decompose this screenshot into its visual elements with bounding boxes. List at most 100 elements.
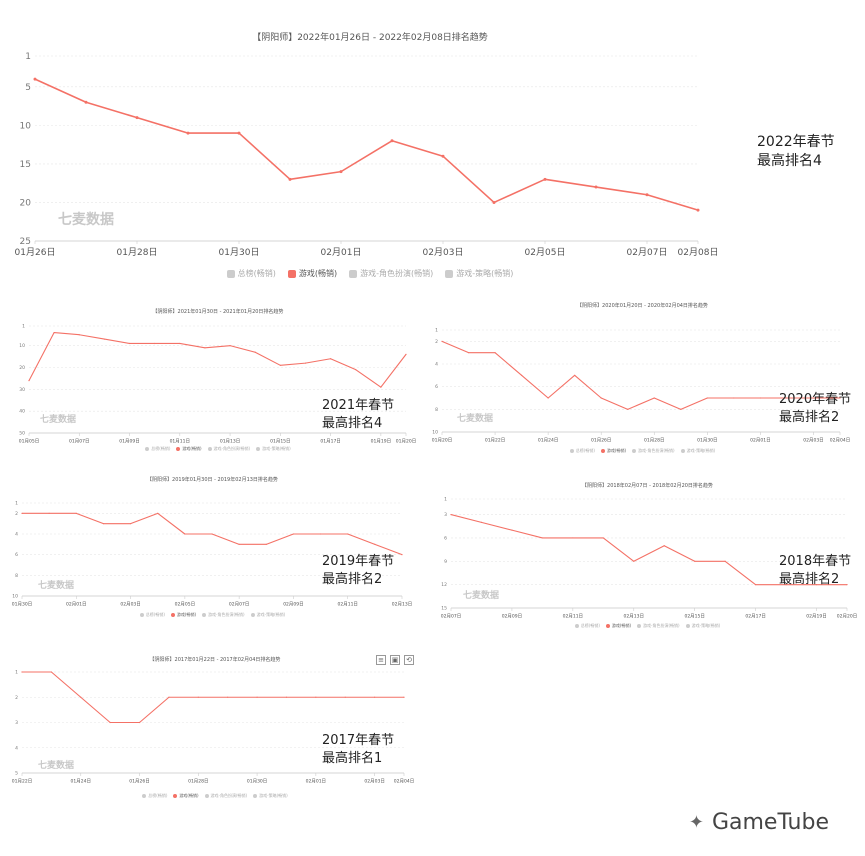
legend-item[interactable]: 游戏-角色扮演(畅销) <box>637 623 680 629</box>
data-point <box>627 408 629 410</box>
data-point <box>441 154 445 158</box>
x-tick-label: 01月09日 <box>119 439 139 445</box>
save-image-icon[interactable]: ▣ <box>390 655 400 665</box>
series-line <box>34 78 699 211</box>
data-point <box>574 374 576 376</box>
x-tick-label: 02月01日 <box>66 602 86 608</box>
data-point <box>755 584 757 586</box>
legend-label: 游戏(畅销) <box>606 448 627 453</box>
legend-label: 总榜(畅销) <box>145 612 165 617</box>
y-tick-label: 2 <box>15 695 18 701</box>
annotation-line: 2017年春节 <box>322 733 395 748</box>
annotation-line: 最高排名2 <box>322 571 383 587</box>
data-point <box>467 352 470 354</box>
legend-label: 游戏-策略(畅销) <box>686 448 716 453</box>
legend-item[interactable]: 游戏-角色扮演(畅销) <box>204 793 247 799</box>
data-point <box>53 331 55 334</box>
data-point <box>645 193 649 197</box>
legend-item[interactable]: 游戏(畅销) <box>600 448 627 454</box>
y-tick-label: 1 <box>15 670 18 676</box>
legend-swatch <box>349 269 358 278</box>
chart-title: 【阴阳师】2018年02月07日 - 2018年02月20日排名趋势 <box>582 483 713 489</box>
data-point <box>785 584 787 586</box>
x-tick-label: 02月04日 <box>394 779 414 785</box>
y-tick-label: 6 <box>435 384 438 390</box>
x-tick-label: 02月01日 <box>306 779 326 785</box>
data-point <box>229 345 231 347</box>
legend-label: 游戏-角色扮演(畅销) <box>360 269 434 278</box>
x-tick-label: 01月15日 <box>270 439 290 445</box>
annotation-2019: 2019年春节 最高排名2 <box>322 553 394 588</box>
x-tick-label: 02月07日 <box>229 602 249 608</box>
x-tick-label: 01月11日 <box>170 439 190 445</box>
restore-icon[interactable]: ⟲ <box>404 655 414 665</box>
legend-item[interactable]: 游戏-角色扮演(畅销) <box>202 612 245 618</box>
annotation-line: 最高排名2 <box>779 409 840 425</box>
x-tick-label: 01月28日 <box>117 247 158 258</box>
legend-item[interactable]: 游戏-策略(畅销) <box>445 268 513 279</box>
legend-label: 游戏-角色扮演(畅销) <box>643 623 680 628</box>
legend-label: 游戏-策略(畅销) <box>691 623 721 628</box>
legend-item[interactable]: 游戏-策略(畅销) <box>253 793 288 799</box>
legend-item[interactable]: 游戏(畅销) <box>170 612 196 618</box>
legend-item[interactable]: 总榜(畅销) <box>142 793 167 799</box>
legend-swatch <box>256 447 261 451</box>
data-point <box>204 347 206 349</box>
legend-item[interactable]: 游戏-策略(畅销) <box>680 448 716 454</box>
data-point <box>75 512 77 514</box>
data-point <box>78 334 80 336</box>
annotation-2017: 2017年春节 最高排名1 <box>322 732 394 767</box>
legend-item[interactable]: 游戏-角色扮演(畅销) <box>207 446 250 452</box>
legend-item[interactable]: 游戏-策略(畅销) <box>250 612 285 618</box>
data-point <box>846 584 848 586</box>
x-tick-label: 02月05日 <box>525 247 566 258</box>
watermark: 七麦数据 <box>38 761 75 771</box>
data-point <box>330 358 332 360</box>
legend-label: 游戏(畅销) <box>611 623 632 628</box>
data-point <box>547 397 549 399</box>
x-tick-label: 01月07日 <box>69 439 89 445</box>
x-tick-label: 01月19日 <box>371 439 391 445</box>
legend-item[interactable]: 总榜(畅销) <box>139 612 165 618</box>
legend-swatch <box>637 624 642 628</box>
legend-item[interactable]: 游戏-策略(畅销) <box>685 623 721 629</box>
data-point <box>21 671 23 673</box>
legend-item[interactable]: 总榜(畅销) <box>574 623 600 629</box>
legend-label: 游戏-角色扮演(畅销) <box>208 612 245 617</box>
legend-item[interactable]: 游戏-角色扮演(畅销) <box>632 448 675 454</box>
y-tick-label: 10 <box>432 430 438 436</box>
data-point <box>304 362 307 364</box>
series-line <box>441 340 840 410</box>
watermark: 七麦数据 <box>38 581 75 591</box>
legend-swatch <box>250 613 255 617</box>
data-view-icon[interactable]: ≡ <box>376 655 386 665</box>
data-point <box>572 537 574 539</box>
annotation-line: 最高排名4 <box>322 415 383 431</box>
legend-label: 总榜(畅销) <box>575 448 595 453</box>
legend-item[interactable]: 游戏(畅销) <box>605 623 632 629</box>
x-tick-label: 01月30日 <box>12 602 32 608</box>
legend-item[interactable]: 游戏(畅销) <box>173 793 199 799</box>
x-tick-label: 01月28日 <box>644 438 664 444</box>
watermark: 七麦数据 <box>40 415 77 425</box>
chart-legend: 总榜(畅销) 游戏(畅销) 游戏-角色扮演(畅销) 游戏-策略(畅销) <box>10 268 730 279</box>
legend-item[interactable]: 游戏-策略(畅销) <box>256 446 291 452</box>
y-tick-label: 25 <box>20 237 31 247</box>
data-point <box>733 397 735 399</box>
data-point <box>197 696 199 698</box>
data-point <box>48 512 50 514</box>
legend-item[interactable]: 总榜(畅销) <box>569 448 595 454</box>
legend-swatch <box>142 794 147 798</box>
legend-item[interactable]: 总榜(畅销) <box>145 446 170 452</box>
legend-swatch <box>145 447 150 451</box>
legend-swatch <box>287 269 296 278</box>
legend-item[interactable]: 游戏(畅销) <box>287 268 337 279</box>
data-point <box>374 696 376 698</box>
x-tick-label: 01月26日 <box>129 779 149 785</box>
legend-item[interactable]: 总榜(畅销) <box>226 268 276 279</box>
x-tick-label: 02月08日 <box>678 247 719 258</box>
y-tick-label: 3 <box>444 512 447 518</box>
legend-item[interactable]: 游戏(畅销) <box>176 446 202 452</box>
legend-item[interactable]: 游戏-角色扮演(畅销) <box>349 268 433 279</box>
